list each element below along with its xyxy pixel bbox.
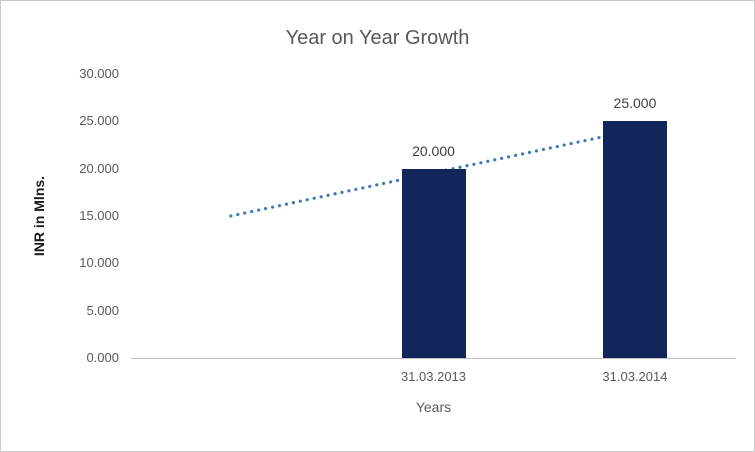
y-tick-label: 15.000 xyxy=(79,208,119,223)
x-axis-title: Years xyxy=(415,399,452,415)
x-tick-label: 31.03.2014 xyxy=(602,369,668,384)
bar-31.03.2014 xyxy=(602,121,667,358)
bar-31.03.2013 xyxy=(401,168,466,358)
y-tick-label: 10.000 xyxy=(79,255,119,271)
y-tick-label: 5.000 xyxy=(86,302,119,318)
y-tick-label: 20.000 xyxy=(79,160,119,176)
x-tick-label: 31.03.2013 xyxy=(400,369,467,384)
y-tick-label: 30.000 xyxy=(79,66,119,81)
plot-area: 20.000 25.000 xyxy=(131,74,736,359)
y-tick-label: 0.000 xyxy=(86,350,119,365)
y-tick-label: 25.000 xyxy=(79,113,119,129)
chart-title: Year on Year Growth xyxy=(285,27,470,49)
bar-data-label: 25.000 xyxy=(613,95,657,112)
bar-data-label: 20.000 xyxy=(412,142,455,159)
